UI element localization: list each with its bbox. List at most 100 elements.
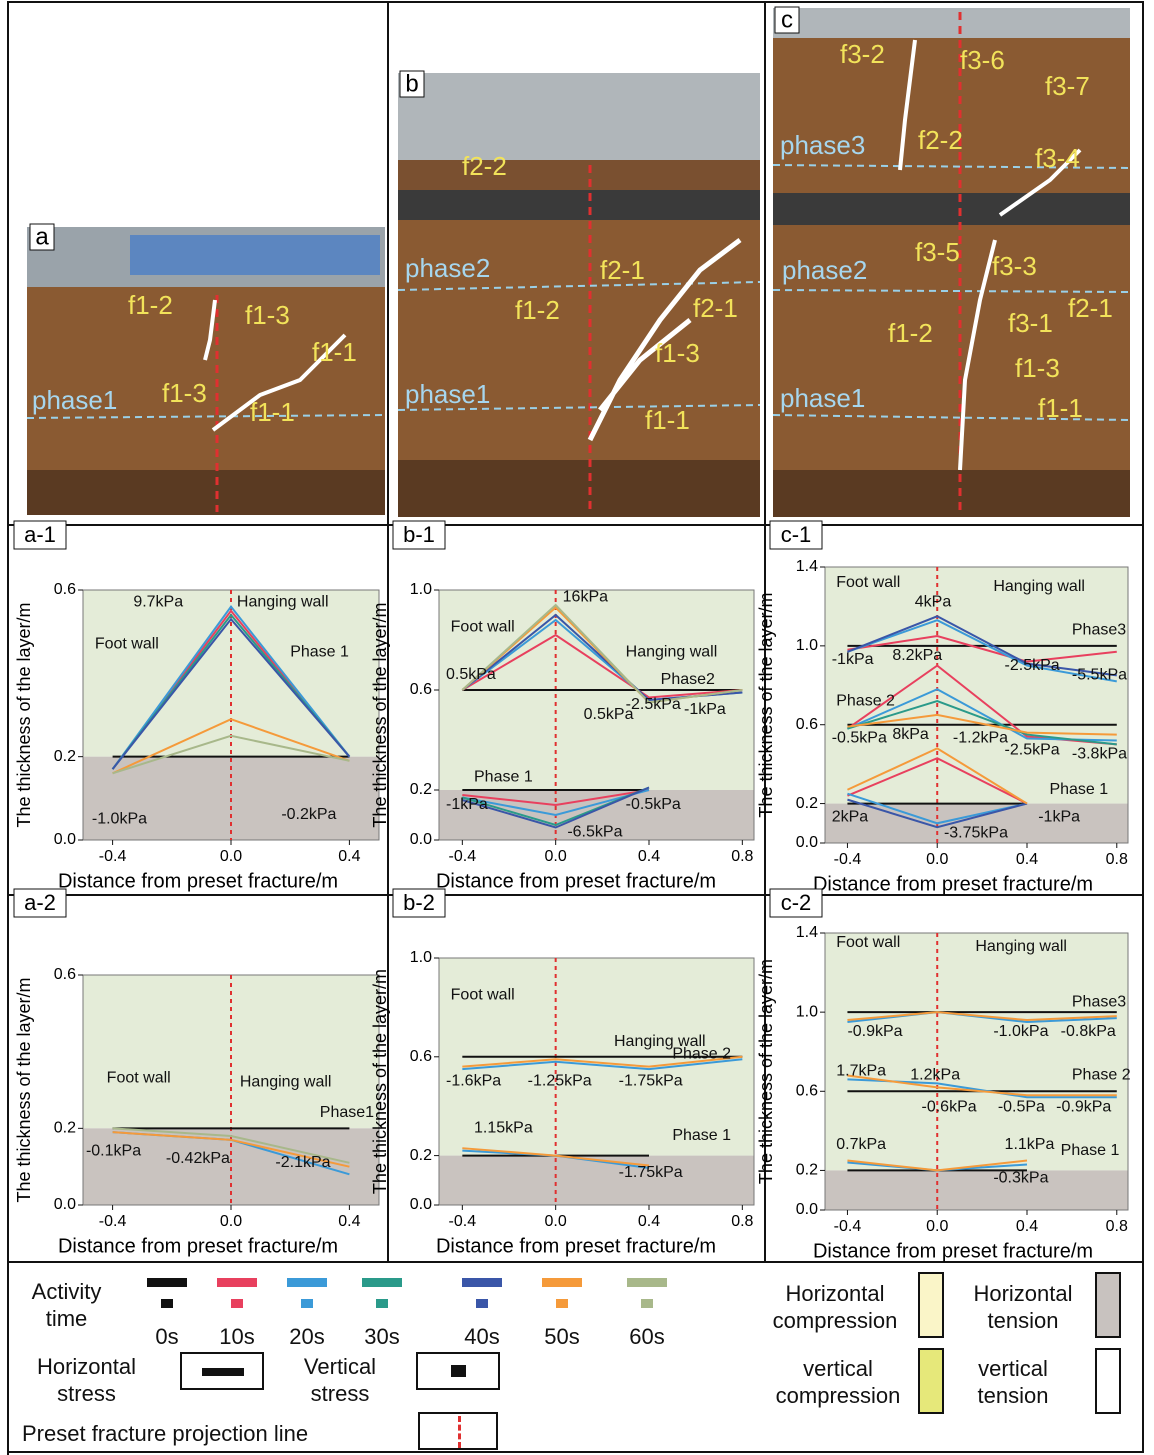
annotation: Hanging wall xyxy=(240,1074,332,1091)
annotation: Phase 1 xyxy=(474,769,533,786)
phase-label: phase1 xyxy=(32,385,117,415)
legend-bar xyxy=(287,1278,327,1287)
annotation: Phase 1 xyxy=(672,1127,731,1144)
photo-label: b xyxy=(405,70,418,97)
legend-time-label: 20s xyxy=(277,1323,337,1350)
annotation: -1.2kPa xyxy=(953,730,1008,747)
legend-swatch xyxy=(918,1348,944,1414)
annotation: -0.42kPa xyxy=(166,1150,230,1167)
fracture-label: f1-1 xyxy=(312,337,357,367)
y-tick-label: 0.2 xyxy=(796,1162,818,1179)
photo-a xyxy=(27,227,385,515)
y-tick-label: 0.6 xyxy=(796,1083,818,1100)
x-tick-label: 0.0 xyxy=(926,1218,948,1235)
annotation: -1kPa xyxy=(832,651,874,668)
annotation: Foot wall xyxy=(836,934,900,951)
x-tick-label: -0.4 xyxy=(449,848,477,865)
legend-label: Horizontal stress xyxy=(14,1353,159,1407)
annotation: -1.6kPa xyxy=(446,1073,501,1090)
annotation: -0.5kPa xyxy=(626,796,681,813)
figure-canvas: af1-2f1-3f1-1phase1f1-3f1-1bf2-2phase2f2… xyxy=(0,0,1154,1455)
annotation: 8.2kPa xyxy=(892,647,942,664)
y-tick-label: 0.6 xyxy=(410,681,432,698)
x-tick-label: 0.8 xyxy=(1106,1218,1128,1235)
legend-time-label: 40s xyxy=(452,1323,512,1350)
annotation: -6.5kPa xyxy=(567,824,622,841)
x-tick-label: -0.4 xyxy=(99,848,127,865)
annotation: -1kPa xyxy=(446,796,488,813)
annotation: 9.7kPa xyxy=(133,594,183,611)
annotation: Foot wall xyxy=(451,986,515,1003)
fracture-label: f1-3 xyxy=(162,378,207,408)
annotation: Foot wall xyxy=(95,635,159,652)
legend-bar xyxy=(362,1278,402,1287)
x-tick-label: 0.4 xyxy=(1016,1218,1038,1235)
y-tick-label: 0.2 xyxy=(796,795,818,812)
panel-label: b-1 xyxy=(403,522,435,547)
annotation: -2.5kPa xyxy=(1005,742,1060,759)
annotation: -0.1kPa xyxy=(86,1143,141,1160)
annotation: Phase 2 xyxy=(672,1046,731,1063)
x-tick-label: 0.8 xyxy=(731,1213,753,1230)
legend-square xyxy=(556,1299,568,1308)
y-tick-label: 0.2 xyxy=(54,1120,76,1137)
fracture-label: f1-2 xyxy=(515,295,560,325)
x-axis-label: Distance from preset fracture/m xyxy=(436,870,716,892)
annotation: Phase1 xyxy=(320,1104,374,1121)
legend-label: vertical compression xyxy=(758,1355,918,1409)
annotation: Phase 2 xyxy=(836,692,895,709)
y-tick-label: 0.2 xyxy=(54,748,76,765)
annotation: 1.1kPa xyxy=(1005,1136,1055,1153)
legend-swatch xyxy=(418,1412,498,1450)
legend-label: Preset fracture projection line xyxy=(22,1420,308,1447)
annotation: -0.3kPa xyxy=(993,1170,1048,1187)
annotation: 0.7kPa xyxy=(836,1136,886,1153)
annotation: -0.8kPa xyxy=(1061,1023,1116,1040)
panel-label: c-2 xyxy=(781,890,812,915)
x-tick-label: -0.4 xyxy=(99,1213,127,1230)
legend-swatch xyxy=(1095,1272,1121,1338)
y-tick-label: 0.6 xyxy=(796,716,818,733)
chart: 0.00.20.61.01.4-0.40.00.40.8Foot wallHan… xyxy=(756,521,1128,895)
annotation: Foot wall xyxy=(451,619,515,636)
legend-square xyxy=(476,1299,488,1308)
annotation: Phase3 xyxy=(1072,621,1126,638)
annotation: -0.9kPa xyxy=(847,1023,902,1040)
plot-background xyxy=(825,567,1128,804)
annotation: -1kPa xyxy=(1038,809,1080,826)
panel-label: a-1 xyxy=(24,522,56,547)
annotation: -2.5kPa xyxy=(626,696,681,713)
photo-label: c xyxy=(781,6,793,33)
y-tick-label: 0.6 xyxy=(54,581,76,598)
panel-label: c-1 xyxy=(781,522,812,547)
annotation: 0.5kPa xyxy=(446,666,496,683)
legend-bar xyxy=(462,1278,502,1287)
fracture-label: f1-3 xyxy=(655,338,700,368)
annotation: Hanging wall xyxy=(626,644,718,661)
y-tick-label: 0.2 xyxy=(410,781,432,798)
y-tick-label: 1.0 xyxy=(796,1003,818,1020)
annotation: 8kPa xyxy=(892,726,929,743)
annotation: Hanging wall xyxy=(993,578,1085,595)
fracture-label: f1-1 xyxy=(250,397,295,427)
annotation: Hanging wall xyxy=(237,594,329,611)
annotation: -2.5kPa xyxy=(1005,657,1060,674)
y-tick-label: 1.0 xyxy=(410,581,432,598)
annotation: -0.2kPa xyxy=(281,806,336,823)
y-tick-label: 0.0 xyxy=(410,1196,432,1213)
legend-bar xyxy=(627,1278,667,1287)
fracture-label: f1-3 xyxy=(245,300,290,330)
annotation: Phase 1 xyxy=(1061,1142,1120,1159)
legend-swatch xyxy=(180,1352,264,1390)
y-tick-label: 0.2 xyxy=(410,1147,432,1164)
tension-zone xyxy=(439,1156,754,1205)
annotation: Phase 1 xyxy=(1049,781,1108,798)
annotation: -0.5kPa xyxy=(832,730,887,747)
y-axis-label: The thickness of the layer/m xyxy=(756,592,776,817)
annotation: Phase3 xyxy=(1072,993,1126,1010)
chart: 0.00.20.61.0-0.40.00.40.816kPaFoot wallH… xyxy=(370,521,754,892)
annotation: 16kPa xyxy=(563,589,608,606)
legend-label: Horizontal compression xyxy=(755,1280,915,1334)
legend-square xyxy=(641,1299,653,1308)
fracture-label: f3-6 xyxy=(960,45,1005,75)
